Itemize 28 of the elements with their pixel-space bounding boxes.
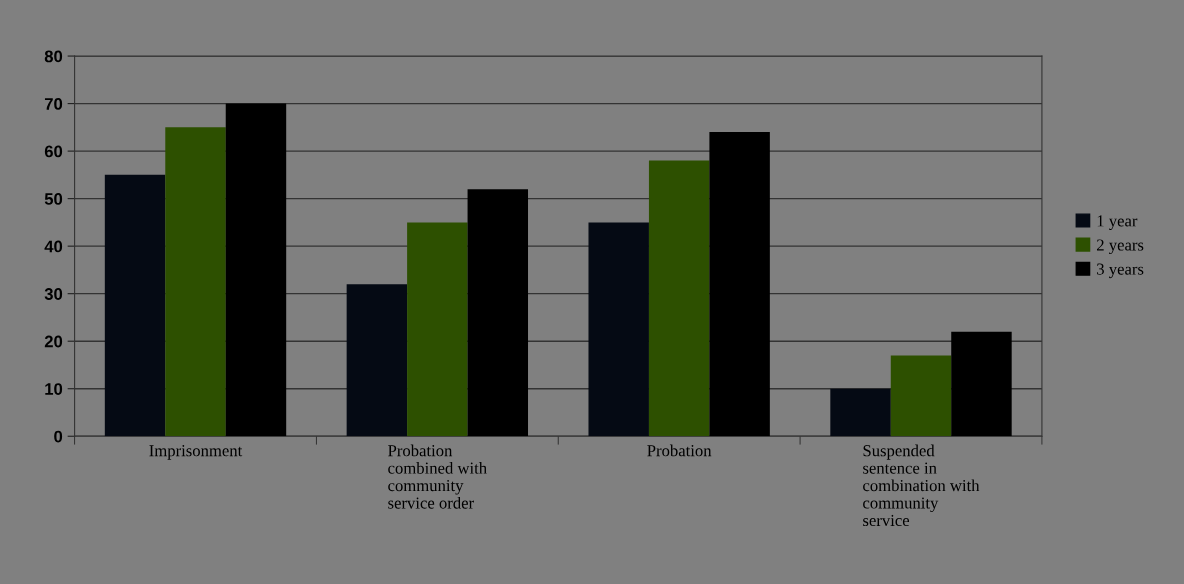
y-tick-label: 30 [44, 288, 63, 300]
legend-label: 1 year [1097, 215, 1138, 230]
y-tick-label: 70 [44, 97, 63, 110]
y-tick-label: 0 [54, 430, 63, 443]
y-tick-label: 50 [44, 193, 63, 205]
bar [407, 222, 468, 437]
x-tick-label: Imprisonment [149, 445, 243, 460]
bar [830, 388, 891, 437]
bar [104, 174, 166, 437]
x-tick-label: Suspended sentence in combination with community service [863, 444, 980, 527]
bar [709, 132, 770, 437]
y-tick-label: 10 [45, 383, 63, 395]
bar [648, 160, 710, 437]
bar [346, 284, 408, 437]
bar [588, 222, 649, 437]
bar [225, 103, 287, 437]
x-tick-label: Probation combined with community service order [388, 444, 487, 509]
x-tick-label: Probation [647, 444, 712, 457]
legend-label: 2 years [1097, 239, 1144, 255]
legend-label: 3 years [1097, 263, 1144, 279]
y-tick-label: 20 [44, 335, 63, 348]
bar [951, 331, 1012, 437]
y-tick-label: 40 [44, 240, 63, 253]
bar [165, 127, 226, 437]
y-tick-label: 60 [44, 145, 63, 158]
bar [890, 355, 952, 437]
bar [467, 189, 529, 437]
y-tick-label: 80 [44, 50, 63, 63]
